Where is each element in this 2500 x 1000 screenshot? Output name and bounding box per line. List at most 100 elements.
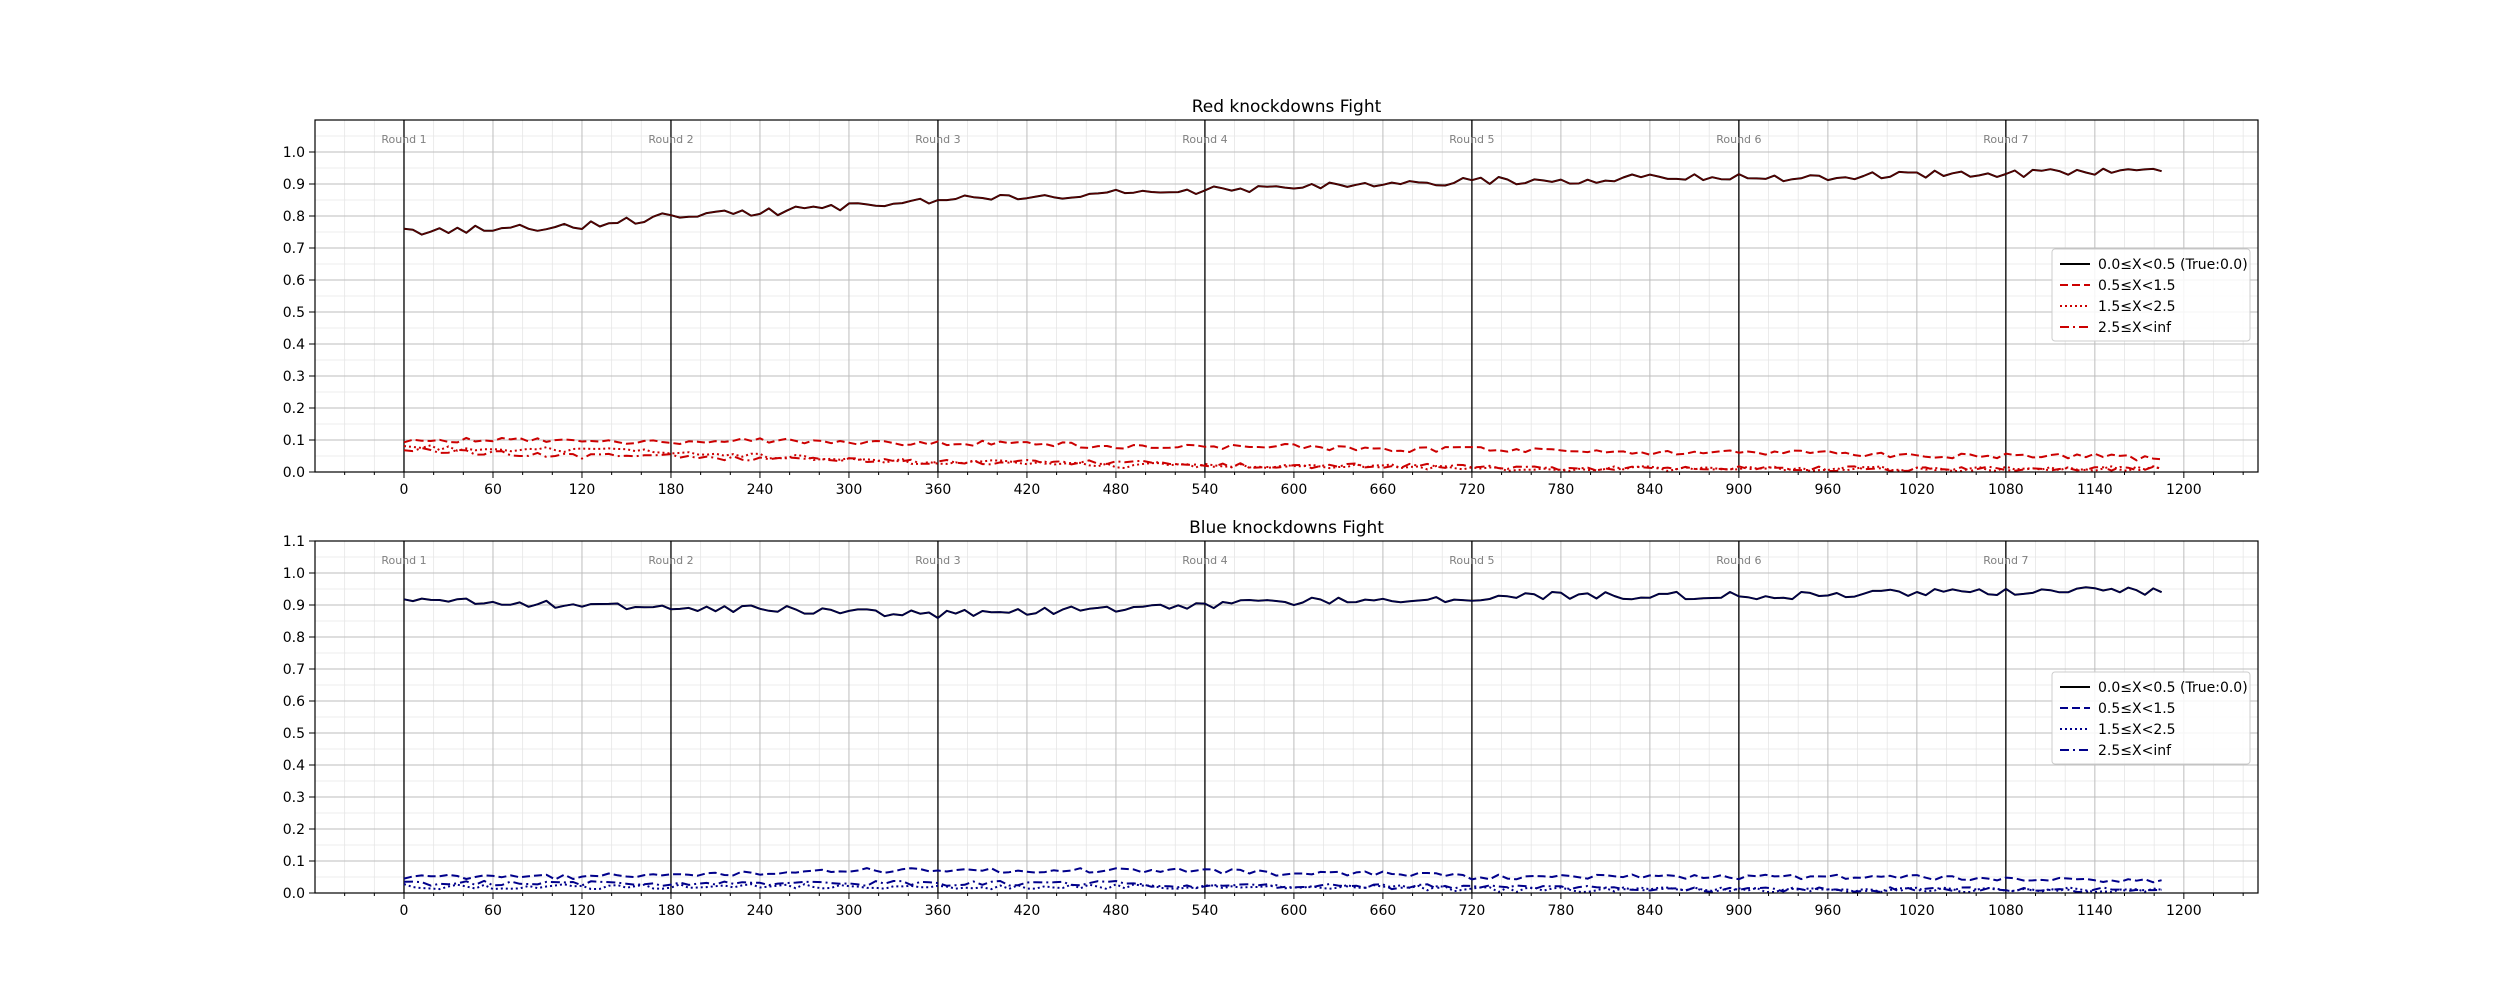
x-tick-label: 60	[484, 482, 502, 498]
x-tick-label: 780	[1548, 482, 1575, 498]
y-tick-label: 0.4	[283, 758, 305, 774]
legend-entry: 0.5≤X<1.5	[2098, 278, 2176, 294]
x-tick-label: 420	[1014, 903, 1041, 919]
x-tick-label: 540	[1192, 903, 1219, 919]
x-tick-label: 480	[1103, 903, 1130, 919]
legend-entry: 0.0≤X<0.5 (True:0.0)	[2098, 680, 2248, 696]
legend-entry: 0.0≤X<0.5 (True:0.0)	[2098, 257, 2248, 273]
y-tick-label: 0.1	[283, 854, 305, 870]
y-tick-label: 0.8	[283, 630, 305, 646]
x-tick-label: 360	[925, 482, 952, 498]
x-tick-label: 660	[1370, 482, 1397, 498]
legend-entry: 1.5≤X<2.5	[2098, 299, 2176, 315]
x-tick-label: 120	[569, 903, 596, 919]
x-tick-label: 1080	[1988, 903, 2024, 919]
round-marker-label: Round 1	[381, 133, 426, 146]
y-tick-label: 0.3	[283, 790, 305, 806]
y-tick-label: 0.6	[283, 273, 305, 289]
legend-entry: 1.5≤X<2.5	[2098, 722, 2176, 738]
x-tick-label: 900	[1726, 482, 1753, 498]
y-tick-label: 0.0	[283, 886, 305, 902]
legend: 0.0≤X<0.5 (True:0.0) 0.5≤X<1.5 1.5≤X<2.5 2.…	[2051, 671, 2251, 765]
legend-entry: 0.5≤X<1.5	[2098, 701, 2176, 717]
x-tick-label: 240	[747, 482, 774, 498]
x-tick-label: 900	[1726, 903, 1753, 919]
x-tick-label: 960	[1815, 903, 1842, 919]
x-tick-label: 1020	[1899, 482, 1935, 498]
round-marker-label: Round 3	[915, 133, 960, 146]
series-line-3	[403, 879, 2162, 893]
round-marker-label: Round 3	[915, 554, 960, 567]
x-tick-label: 0	[400, 903, 409, 919]
series-lines	[403, 167, 2162, 472]
y-tick-label: 1.0	[283, 145, 305, 161]
round-marker-label: Round 6	[1716, 133, 1761, 146]
x-tick-label: 1140	[2077, 903, 2113, 919]
series-line-2	[403, 883, 2162, 893]
round-marker-label: Round 5	[1449, 554, 1494, 567]
x-tick-label: 180	[658, 903, 685, 919]
round-marker-label: Round 7	[1983, 133, 2028, 146]
round-marker-label: Round 4	[1182, 554, 1227, 567]
plot-frame	[314, 540, 2259, 894]
series-line-0	[403, 167, 2162, 236]
round-marker-label: Round 4	[1182, 133, 1227, 146]
x-tick-label: 780	[1548, 903, 1575, 919]
round-marker-label: Round 6	[1716, 554, 1761, 567]
y-tick-label: 0.7	[283, 662, 305, 678]
series-line-1	[403, 867, 2162, 884]
series-lines	[403, 586, 2163, 893]
grid	[315, 120, 2258, 473]
x-tick-label: 960	[1815, 482, 1842, 498]
chart-title: Blue knockdowns Fight	[1189, 518, 1384, 538]
x-tick-label: 480	[1103, 482, 1130, 498]
legend-box	[2051, 671, 2251, 765]
series-line-overlay	[403, 586, 2162, 619]
y-tick-label: 0.8	[283, 209, 305, 225]
x-tick-label: 600	[1281, 482, 1308, 498]
x-tick-label: 720	[1459, 482, 1486, 498]
x-tick-label: 660	[1370, 903, 1397, 919]
y-tick-label: 0.3	[283, 369, 305, 385]
x-tick-label: 0	[400, 482, 409, 498]
y-tick-label: 0.6	[283, 694, 305, 710]
y-tick-label: 0.5	[283, 305, 305, 321]
series-line-overlay	[403, 167, 2162, 236]
y-tick-label: 0.2	[283, 822, 305, 838]
round-marker-label: Round 2	[648, 554, 693, 567]
round-marker-label: Round 2	[648, 133, 693, 146]
y-tick-label: 0.4	[283, 337, 305, 353]
y-tick-label: 0.2	[283, 401, 305, 417]
legend-entry: 2.5≤X<inf	[2098, 320, 2172, 336]
series-line-1	[403, 436, 2162, 462]
plot-frame	[314, 119, 2259, 473]
legend: 0.0≤X<0.5 (True:0.0) 0.5≤X<1.5 1.5≤X<2.5 2.…	[2051, 248, 2251, 342]
x-tick-label: 840	[1637, 903, 1664, 919]
round-marker-label: Round 1	[381, 554, 426, 567]
x-tick-label: 300	[836, 903, 863, 919]
chart-title: Red knockdowns Fight	[1192, 97, 1382, 117]
legend-box	[2051, 248, 2251, 342]
series-line-3	[403, 447, 2162, 472]
y-tick-label: 0.5	[283, 726, 305, 742]
y-tick-label: 0.7	[283, 241, 305, 257]
y-tick-label: 0.9	[283, 598, 305, 614]
legend-entry: 2.5≤X<inf	[2098, 743, 2172, 759]
x-tick-label: 600	[1281, 903, 1308, 919]
x-tick-label: 1020	[1899, 903, 1935, 919]
x-tick-label: 1080	[1988, 482, 2024, 498]
x-tick-label: 300	[836, 482, 863, 498]
chart-panel-blue: Round 1 Round 2 Round 3 Round 4 Round 5 Round…	[283, 518, 2259, 919]
x-tick-label: 180	[658, 482, 685, 498]
y-tick-label: 0.0	[283, 465, 305, 481]
chart-panel-red: Round 1 Round 2 Round 3 Round 4 Round 5 Round…	[283, 97, 2259, 498]
round-marker-label: Round 7	[1983, 554, 2028, 567]
x-tick-label: 1200	[2166, 903, 2202, 919]
x-tick-label: 120	[569, 482, 596, 498]
x-tick-label: 60	[484, 903, 502, 919]
y-tick-label: 0.9	[283, 177, 305, 193]
y-tick-label: 1.1	[283, 534, 305, 550]
y-tick-label: 0.1	[283, 433, 305, 449]
x-tick-label: 240	[747, 903, 774, 919]
